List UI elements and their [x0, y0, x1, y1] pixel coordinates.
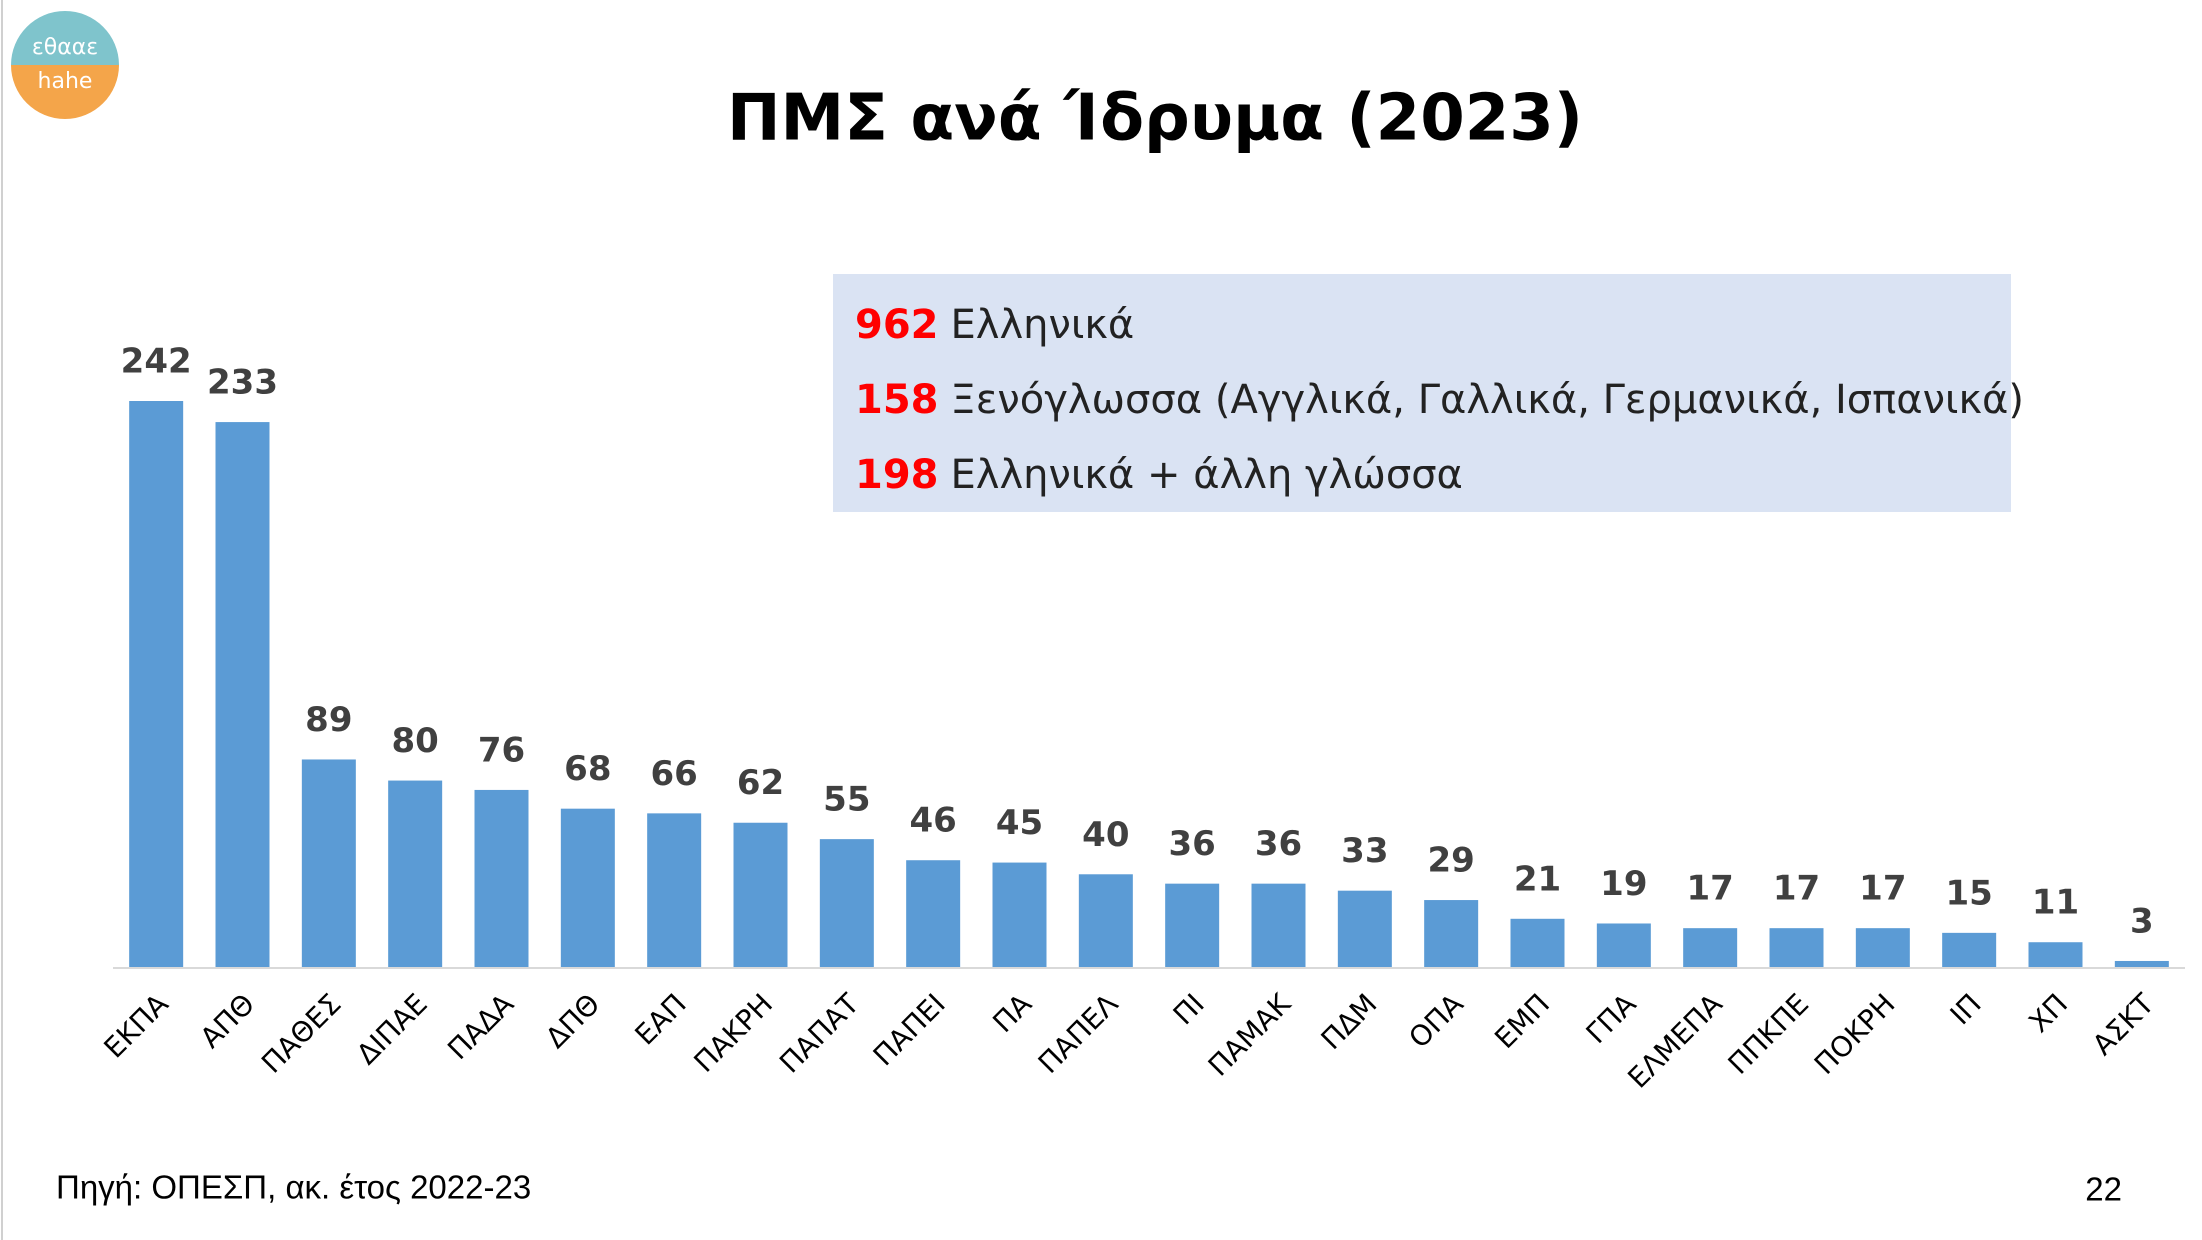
x-tick-label: ΠΟΚΡΗ [1808, 987, 1902, 1081]
bar [1769, 928, 1824, 968]
bar [647, 813, 702, 968]
data-label: 17 [1859, 869, 1906, 909]
x-tick-label: ΠΑΘΕΣ [255, 987, 347, 1079]
data-label: 19 [1600, 864, 1647, 904]
x-tick-label: ΕΑΠ [628, 987, 692, 1051]
bar [1337, 890, 1392, 968]
x-tick-label: ΕΜΠ [1488, 987, 1556, 1055]
chart-title: ΠΜΣ ανά Ίδρυμα (2023) [727, 82, 1583, 156]
summary-value: 158 [855, 377, 939, 423]
bar [733, 822, 788, 968]
data-label: 66 [651, 754, 698, 794]
data-label: 15 [1946, 873, 1993, 913]
x-tick-label: ΠΑΠΕΛ [1032, 987, 1125, 1080]
x-tick-label: ΟΠΑ [1402, 987, 1469, 1054]
x-tick-label: ΙΠ [1944, 987, 1988, 1031]
bar [906, 860, 961, 968]
summary-item: 198 Ελληνικά + άλλη γλώσσα [855, 452, 1463, 498]
x-tick-label: ΠΑΜΑΚ [1202, 987, 1298, 1083]
bar [1510, 918, 1565, 968]
x-tick-label: ΠΑ [986, 987, 1038, 1039]
data-label: 29 [1428, 841, 1475, 881]
bar [1078, 874, 1133, 968]
x-tick-label: ΠΑΚΡΗ [688, 987, 780, 1079]
bar [215, 422, 270, 968]
data-label: 89 [305, 700, 352, 740]
summary: 962 Ελληνικά 158 Ξενόγλωσσα (Αγγλικά, Γαλλι… [855, 302, 2024, 498]
bar [388, 780, 443, 968]
data-label: 17 [1687, 869, 1734, 909]
bar [1683, 928, 1738, 968]
x-tick-label: ΠΔΜ [1315, 987, 1384, 1056]
logo-text: hahe [38, 69, 93, 94]
data-label: 3 [2130, 901, 2154, 941]
bar [2114, 960, 2169, 968]
x-tick-label: ΔΠΘ [539, 987, 606, 1054]
data-label: 17 [1773, 869, 1820, 909]
summary-box [833, 274, 2011, 512]
logo-top [11, 11, 119, 65]
data-label: 233 [207, 363, 278, 403]
x-tick-label: ΠΑΔΑ [441, 987, 520, 1066]
bar [992, 862, 1047, 968]
bar [1596, 923, 1651, 968]
x-tick-label: ΠΠΚΠΕ [1722, 987, 1815, 1080]
data-label: 45 [996, 803, 1043, 843]
x-tick-label: ΠΙ [1167, 987, 1211, 1031]
bar [2028, 942, 2083, 968]
logo-text: εθααε [32, 35, 98, 60]
bar [819, 839, 874, 968]
data-label: 46 [910, 801, 957, 841]
bar [1942, 932, 1997, 968]
x-tick-label: ΧΠ [2022, 987, 2074, 1039]
logo: εθααε hahe [11, 11, 119, 119]
data-label: 76 [478, 730, 525, 770]
data-label: 242 [121, 342, 192, 382]
source: Πηγή: ΟΠΕΣΠ, ακ. έτος 2022-23 [56, 1169, 531, 1206]
summary-item: 158 Ξενόγλωσσα (Αγγλικά, Γαλλικά, Γερμανι… [855, 377, 2024, 423]
x-tick-label: ΑΠΘ [194, 987, 261, 1054]
x-tick-label: ΑΣΚΤ [2086, 987, 2161, 1062]
summary-label: Ξενόγλωσσα (Αγγλικά, Γαλλικά, Γερμανικά,… [951, 377, 2025, 423]
data-label: 21 [1514, 859, 1561, 899]
x-tick-label: ΠΑΠΑΤ [773, 987, 866, 1080]
bar [1424, 900, 1479, 968]
data-label: 33 [1341, 831, 1388, 871]
data-label: 68 [564, 749, 611, 789]
data-label: 55 [823, 780, 870, 820]
data-label: 36 [1169, 824, 1216, 864]
x-tick-label: ΔΙΠΑΕ [350, 987, 434, 1071]
bar [129, 401, 184, 968]
summary-item: 962 Ελληνικά [855, 302, 1134, 348]
data-label: 36 [1255, 824, 1302, 864]
x-tick-label: ΕΚΠΑ [98, 987, 175, 1064]
data-label: 80 [392, 721, 439, 761]
data-label: 62 [737, 763, 784, 803]
page-number: 22 [2085, 1171, 2122, 1208]
summary-value: 962 [855, 302, 939, 348]
bar [301, 759, 356, 968]
bar [1855, 928, 1910, 968]
summary-value: 198 [855, 452, 939, 498]
bar [560, 808, 615, 968]
summary-label: Ελληνικά + άλλη γλώσσα [951, 452, 1463, 498]
data-label: 40 [1082, 815, 1129, 855]
logo-bottom [11, 65, 119, 119]
bar [474, 789, 529, 968]
bar [1165, 883, 1220, 968]
bar [1251, 883, 1306, 968]
x-tick-label: ΠΑΠΕΙ [867, 987, 952, 1072]
summary-label: Ελληνικά [951, 302, 1135, 348]
x-tick-label: ΕΛΜΕΠΑ [1621, 987, 1728, 1094]
x-tick-label: ΓΠΑ [1580, 987, 1643, 1050]
data-label: 11 [2032, 883, 2079, 923]
